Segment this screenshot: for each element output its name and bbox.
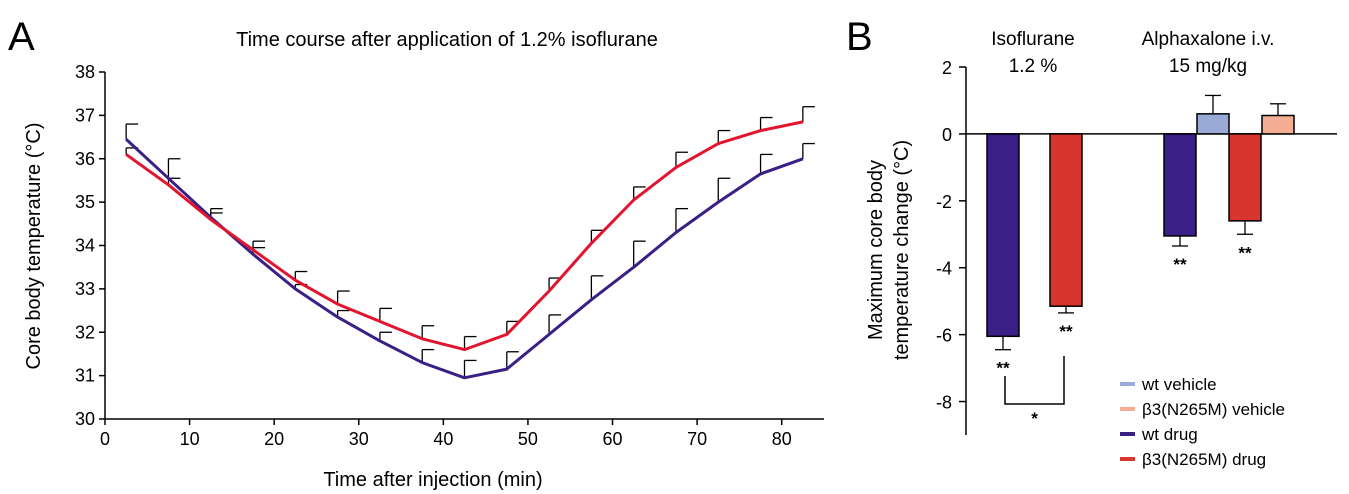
chart-title: Time course after application of 1.2% is…	[236, 29, 658, 51]
line-chart-panel: Time course after application of 1.2% is…	[23, 29, 824, 491]
y-axis-label-line-2: temperature change (°C)	[891, 140, 913, 360]
bar	[1196, 113, 1230, 135]
y-tick-label: 0	[942, 125, 952, 145]
significance-label: **	[1059, 322, 1073, 341]
y-axis-label: Core body temperature (°C)	[23, 123, 45, 370]
bar	[1228, 133, 1262, 222]
x-tick-label: 80	[772, 429, 792, 449]
y-tick-label: -4	[936, 259, 952, 279]
x-tick-label: 0	[100, 429, 110, 449]
bar	[986, 133, 1020, 338]
group-label: Isoflurane	[991, 29, 1074, 50]
significance-label: **	[1173, 255, 1187, 274]
y-tick-label: 36	[75, 149, 95, 169]
y-tick-label: -6	[936, 326, 952, 346]
legend-label: wt vehicle	[1141, 375, 1217, 394]
comparison-bracket	[1004, 356, 1065, 405]
x-tick-label: 50	[518, 429, 538, 449]
y-tick-label: 33	[75, 279, 95, 299]
x-tick-label: 20	[264, 429, 284, 449]
legend-label: wt drug	[1141, 425, 1198, 444]
bar-chart-panel: Maximum core body temperature change (°C…	[865, 29, 1337, 469]
legend-label: β3(N265M) drug	[1142, 450, 1266, 469]
group-label: Alphaxalone i.v.	[1142, 29, 1275, 50]
significance-label: **	[1238, 243, 1252, 262]
series-line-1	[125, 120, 804, 352]
y-tick-label: 35	[75, 192, 95, 212]
bar	[1261, 114, 1295, 135]
y-tick-label: -2	[936, 192, 952, 212]
significance-label: **	[996, 359, 1010, 378]
group-label: 15 mg/kg	[1169, 56, 1247, 77]
group-label: 1.2 %	[1009, 56, 1058, 77]
y-tick-label: -8	[936, 393, 952, 413]
panel-a-letter: A	[8, 15, 35, 59]
y-tick-label: 31	[75, 366, 95, 386]
y-tick-label: 2	[942, 58, 952, 78]
legend-label: β3(N265M) vehicle	[1142, 400, 1285, 419]
series-line-0	[125, 138, 804, 380]
bar	[1049, 133, 1083, 307]
x-tick-label: 70	[687, 429, 707, 449]
y-tick-label: 32	[75, 322, 95, 342]
bar	[1163, 133, 1197, 237]
x-axis-label: Time after injection (min)	[323, 469, 542, 491]
x-tick-label: 10	[180, 429, 200, 449]
y-axis-label-line-1: Maximum core body	[865, 160, 887, 340]
x-tick-label: 40	[433, 429, 453, 449]
y-tick-label: 30	[75, 409, 95, 429]
y-tick-label: 38	[75, 62, 95, 82]
panel-b-letter: B	[846, 15, 873, 59]
y-tick-label: 34	[75, 236, 95, 256]
comparison-label: *	[1031, 409, 1038, 428]
x-tick-label: 30	[349, 429, 369, 449]
y-tick-label: 37	[75, 105, 95, 125]
x-tick-label: 60	[603, 429, 623, 449]
